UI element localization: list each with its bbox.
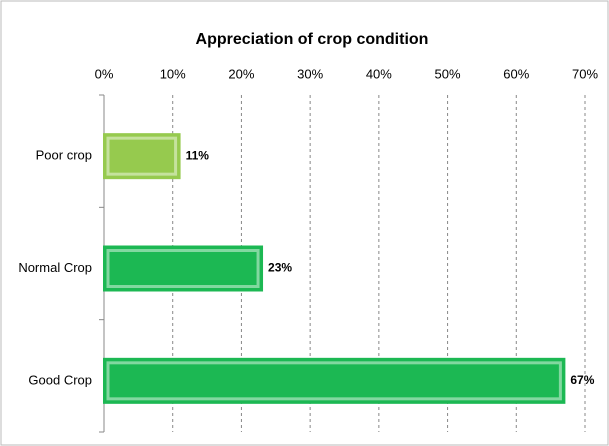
data-label: 67%	[570, 373, 594, 387]
x-tick-label: 60%	[503, 66, 529, 81]
y-tick-label: Good Crop	[28, 372, 92, 387]
x-tick-label: 30%	[297, 66, 323, 81]
x-tick-label: 40%	[366, 66, 392, 81]
x-tick-label: 50%	[435, 66, 461, 81]
bar-bevel	[106, 249, 260, 288]
chart-title: Appreciation of crop condition	[196, 31, 429, 48]
y-tick-label: Normal Crop	[18, 260, 92, 275]
x-tick-label: 20%	[228, 66, 254, 81]
data-label: 23%	[268, 261, 292, 275]
x-tick-label: 70%	[572, 66, 598, 81]
x-tick-label: 0%	[95, 66, 114, 81]
data-label: 11%	[186, 148, 210, 162]
bar	[103, 357, 566, 404]
bar-bevel	[106, 136, 178, 176]
y-tick-label: Poor crop	[36, 148, 92, 163]
bar	[103, 245, 264, 292]
x-tick-label: 10%	[160, 66, 186, 81]
bar-bevel	[106, 361, 562, 401]
bar	[103, 133, 181, 180]
